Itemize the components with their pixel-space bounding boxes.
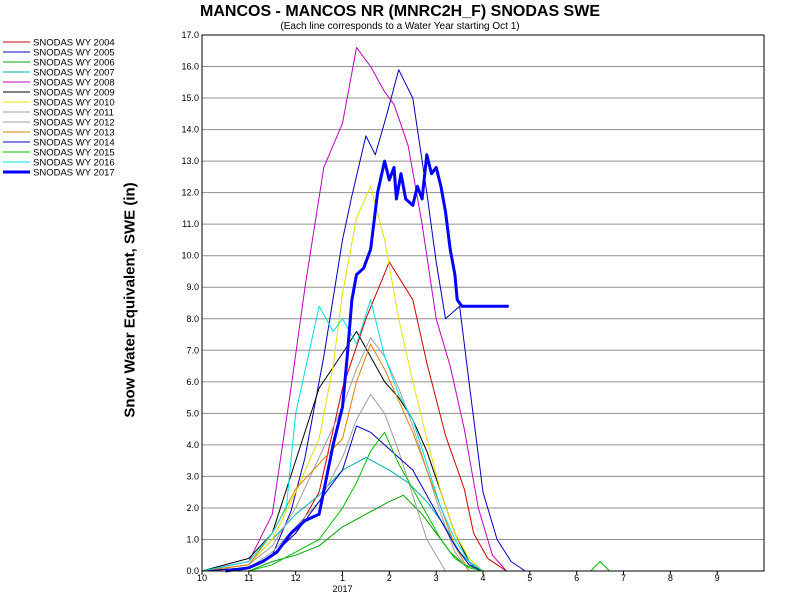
x-tick-label: 3 <box>434 573 439 583</box>
y-tick-label: 5.0 <box>186 408 199 418</box>
y-tick-label: 6.0 <box>186 377 199 387</box>
y-axis-ticks: 0.0 1.0 2.0 3.0 4.0 5.0 6.0 7.0 8.0 9.0 10.0 11.0 12… <box>181 30 199 576</box>
x-tick-label: 12 <box>291 573 301 583</box>
series-lines <box>201 47 610 573</box>
x-tick-label: 11 <box>244 573 253 583</box>
y-tick-label: 0.0 <box>186 566 199 576</box>
y-tick-label: 9.0 <box>186 282 199 292</box>
y-tick-label: 13.0 <box>181 156 199 166</box>
x-tick-label: 4 <box>480 573 485 583</box>
y-tick-label: 1.0 <box>186 534 199 544</box>
x-tick-label: 6 <box>574 573 579 583</box>
legend-label: SNODAS WY 2005 <box>33 48 115 59</box>
y-tick-label: 15.0 <box>181 93 199 103</box>
y-tick-label: 3.0 <box>186 471 199 481</box>
legend-label: SNODAS WY 2011 <box>33 108 114 119</box>
y-tick-label: 2.0 <box>186 503 199 513</box>
x-tick-label: 9 <box>715 573 720 583</box>
legend-label: SNODAS WY 2010 <box>33 98 115 109</box>
legend-label: SNODAS WY 2015 <box>33 148 115 159</box>
x-tick-label: 2 <box>387 573 392 583</box>
series-line <box>201 337 470 572</box>
legend-label: SNODAS WY 2007 <box>33 68 115 79</box>
y-tick-label: 17.0 <box>181 30 199 40</box>
x-tick-label: 7 <box>621 573 626 583</box>
x-year-label: 2017 <box>332 584 352 594</box>
x-tick-label: 5 <box>527 573 532 583</box>
series-line <box>201 393 446 572</box>
chart-subtitle: (Each line corresponds to a Water Year s… <box>280 21 520 32</box>
x-tick-label: 8 <box>668 573 673 583</box>
legend-label: SNODAS WY 2012 <box>33 118 115 129</box>
series-line <box>201 299 484 572</box>
y-tick-label: 12.0 <box>181 188 199 198</box>
y-tick-label: 7.0 <box>186 345 199 355</box>
legend-label: SNODAS WY 2008 <box>33 78 115 89</box>
legend-label: SNODAS WY 2017 <box>33 168 115 179</box>
x-tick-label: 1 <box>340 573 345 583</box>
legend-label: SNODAS WY 2016 <box>33 158 115 169</box>
series-line <box>225 153 509 573</box>
legend-label: SNODAS WY 2006 <box>33 58 115 69</box>
y-tick-label: 16.0 <box>181 62 199 72</box>
y-tick-label: 11.0 <box>182 219 199 229</box>
y-tick-label: 14.0 <box>181 125 199 135</box>
series-line <box>201 425 484 572</box>
y-tick-label: 10.0 <box>181 251 199 261</box>
series-line <box>201 261 507 572</box>
series-line <box>201 69 526 572</box>
x-tick-label: 10 <box>197 573 207 583</box>
y-tick-label: 4.0 <box>186 440 199 450</box>
y-tick-label: 8.0 <box>186 314 199 324</box>
legend-label: SNODAS WY 2009 <box>33 88 115 99</box>
legend-label: SNODAS WY 2014 <box>33 138 115 149</box>
x-axis-ticks: 10 11 12 1 2 3 4 5 6 7 8 9 <box>197 571 720 583</box>
series-line <box>202 431 610 572</box>
grid <box>202 34 764 572</box>
series-line <box>201 47 507 572</box>
chart-title: MANCOS - MANCOS NR (MNRC2H_F) SNODAS SWE <box>200 3 600 20</box>
legend-label: SNODAS WY 2004 <box>33 38 115 49</box>
legend-label: SNODAS WY 2013 <box>33 128 115 139</box>
series-line <box>201 185 484 572</box>
series-line <box>201 330 484 572</box>
